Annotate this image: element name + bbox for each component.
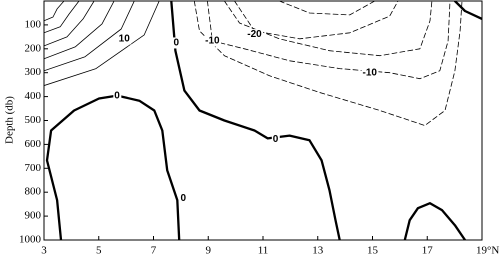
contour-label: 10 — [119, 33, 131, 44]
contour-line — [403, 202, 467, 240]
y-tick-label: 200 — [25, 42, 42, 54]
y-tick-label: 1000 — [19, 234, 42, 246]
contour-label-bg — [204, 35, 222, 47]
y-tick-label: 500 — [25, 114, 42, 126]
contour-line — [44, 1, 65, 22]
y-tick-label: 900 — [25, 210, 42, 222]
contour-label-bg — [246, 29, 264, 41]
contour-label: 0 — [181, 193, 187, 204]
contour-line — [170, 1, 341, 240]
contour-line — [44, 1, 80, 34]
contour-label-bg — [113, 90, 122, 102]
x-tick-label: 19°N — [476, 245, 499, 257]
contour-label-bg — [271, 134, 280, 146]
x-tick-label: 9 — [206, 245, 212, 257]
y-tick-label: 800 — [25, 186, 42, 198]
contours — [44, 1, 482, 240]
contour-line — [279, 1, 376, 16]
contour-label-bg — [117, 33, 132, 45]
contour-label: -10 — [205, 36, 220, 47]
contour-line — [44, 1, 115, 60]
y-tick-label: 700 — [25, 162, 42, 174]
x-tick-label: 15 — [367, 245, 379, 257]
contour-label: 0 — [273, 134, 279, 145]
y-tick-label: 400 — [25, 90, 42, 102]
contour-line — [44, 1, 95, 47]
y-tick-label: 600 — [25, 138, 42, 150]
contour-line — [453, 1, 482, 21]
contour-label: 0 — [173, 37, 179, 48]
contour-label: -20 — [247, 29, 262, 40]
y-tick-label: 100 — [25, 18, 42, 30]
contour-label-bg — [172, 37, 181, 49]
contour-label-bg — [179, 192, 188, 204]
contour-line — [44, 1, 160, 86]
x-tick-label: 17 — [422, 245, 434, 257]
contour-label-bg — [361, 67, 379, 79]
x-tick-label: 5 — [96, 245, 102, 257]
contour-line — [44, 1, 135, 72]
contour-line — [224, 1, 433, 57]
x-tick-label: 13 — [312, 245, 324, 257]
contour-line — [207, 1, 451, 80]
contour-label: 0 — [114, 90, 120, 101]
y-axis-label: Depth (db) — [4, 96, 16, 144]
x-tick-label: 11 — [258, 245, 269, 257]
x-tick-label: 3 — [41, 245, 47, 257]
y-tick-label: 300 — [25, 66, 42, 78]
contour-line — [234, 1, 399, 40]
contour-label: -10 — [363, 67, 378, 78]
contour-line — [193, 1, 463, 126]
x-tick-label: 7 — [151, 245, 157, 257]
contour-line — [45, 94, 181, 240]
